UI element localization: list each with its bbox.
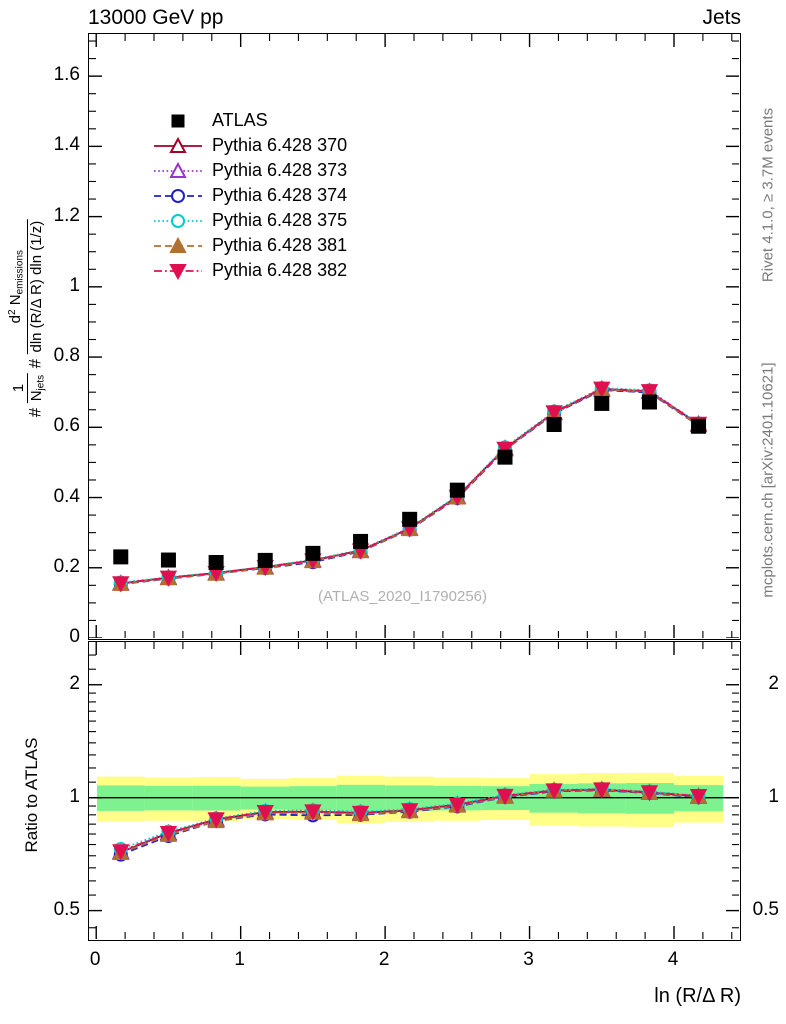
legend-symbol-p375 bbox=[152, 210, 204, 232]
header-process-label: Jets bbox=[702, 6, 741, 29]
ratio-marker-p382 bbox=[689, 789, 708, 806]
analysis-id-watermark: (ATLAS_2020_I1790256) bbox=[318, 588, 488, 605]
series-marker-p382 bbox=[496, 441, 514, 458]
atlas-data-point bbox=[402, 511, 418, 527]
legend-label-p373: Pythia 6.428 373 bbox=[212, 160, 348, 180]
series-marker-p382 bbox=[159, 570, 178, 587]
legend-entry-p374[interactable]: Pythia 6.428 374 bbox=[152, 183, 347, 208]
legend-marker-p381 bbox=[169, 236, 187, 253]
legend-symbol-p382 bbox=[152, 260, 204, 282]
series-marker-p382 bbox=[593, 381, 611, 398]
y-tick-main-0.8: 0.8 bbox=[53, 345, 80, 367]
legend-entry-p370[interactable]: Pythia 6.428 370 bbox=[152, 133, 347, 158]
ratio-marker-p382 bbox=[545, 783, 563, 800]
legend-marker-p375 bbox=[171, 213, 185, 228]
atlas-data-point bbox=[160, 552, 176, 568]
tick-marks bbox=[89, 34, 739, 638]
y-tick-main-0.2: 0.2 bbox=[53, 555, 80, 577]
ratio-marker-p382 bbox=[448, 797, 467, 814]
atlas-data-point bbox=[353, 533, 369, 549]
ratio-plot-panel bbox=[88, 641, 741, 941]
main-plot-panel bbox=[88, 33, 741, 640]
y-tick-main-1: 1 bbox=[69, 274, 80, 296]
legend-entry-p382[interactable]: Pythia 6.428 382 bbox=[152, 258, 347, 283]
main-plot-canvas bbox=[89, 34, 739, 638]
y-tick-ratio-right-2: 2 bbox=[768, 672, 779, 694]
y-tick-ratio-2: 2 bbox=[69, 672, 80, 694]
atlas-data-point bbox=[497, 449, 513, 465]
legend-label-atlas: ATLAS bbox=[212, 110, 268, 130]
legend-label-p374: Pythia 6.428 374 bbox=[212, 185, 348, 205]
series-line-p374 bbox=[120, 389, 700, 586]
tick-marks bbox=[89, 642, 739, 939]
ratio-marker-p382 bbox=[593, 782, 611, 799]
x-tick-4: 4 bbox=[667, 949, 679, 970]
series-marker-p382 bbox=[640, 384, 659, 401]
ratio-plot-canvas bbox=[89, 642, 739, 939]
legend-symbol-p370 bbox=[152, 135, 204, 157]
legend-symbol-atlas bbox=[152, 110, 204, 132]
y-tick-main-0: 0 bbox=[69, 626, 80, 647]
y-tick-ratio-0.5: 0.5 bbox=[53, 898, 80, 920]
atlas-data-point bbox=[113, 549, 129, 565]
series-line-p375 bbox=[120, 387, 700, 584]
legend-entry-p373[interactable]: Pythia 6.428 373 bbox=[152, 158, 347, 183]
series-line-p370 bbox=[120, 388, 700, 585]
legend-marker-p382 bbox=[169, 263, 187, 280]
legend-symbol-p373 bbox=[152, 160, 204, 182]
ratio-marker-p382 bbox=[159, 826, 178, 843]
x-tick-3: 3 bbox=[523, 949, 534, 970]
y-tick-main-0.4: 0.4 bbox=[53, 485, 80, 507]
ratio-marker-p382 bbox=[256, 804, 274, 822]
y-tick-main-0.6: 0.6 bbox=[53, 415, 80, 437]
atlas-data-point bbox=[594, 395, 610, 411]
y-tick-ratio-1: 1 bbox=[69, 785, 80, 807]
legend-marker-p370 bbox=[169, 136, 187, 153]
atlas-data-point bbox=[691, 418, 707, 434]
y-tick-ratio-right-0.5: 0.5 bbox=[752, 898, 779, 920]
series-line-p381 bbox=[120, 388, 700, 585]
legend-entry-p381[interactable]: Pythia 6.428 381 bbox=[152, 233, 347, 258]
ratio-marker-p382 bbox=[400, 803, 419, 820]
legend: ATLAS Pythia 6.428 370 Pythia 6.428 373 Pyt… bbox=[152, 108, 347, 283]
ratio-marker-p382 bbox=[112, 844, 130, 861]
ratio-marker-p382 bbox=[496, 788, 514, 805]
header-beam-label: 13000 GeV pp bbox=[88, 6, 224, 29]
y-tick-main-1.2: 1.2 bbox=[53, 204, 80, 226]
legend-label-p382: Pythia 6.428 382 bbox=[212, 260, 348, 280]
series-marker-p382 bbox=[545, 405, 563, 422]
x-tick-0: 0 bbox=[89, 949, 101, 970]
ratio-marker-p382 bbox=[351, 805, 370, 822]
atlas-data-point bbox=[208, 555, 224, 570]
series-line-p373 bbox=[120, 388, 700, 585]
legend-label-p381: Pythia 6.428 381 bbox=[212, 235, 348, 255]
atlas-data-point bbox=[257, 552, 273, 568]
ratio-marker-p382 bbox=[304, 804, 322, 821]
legend-marker-p373 bbox=[169, 161, 187, 178]
x-axis-label: ln (R/Δ R) bbox=[654, 985, 741, 1007]
y-tick-ratio-right-1: 1 bbox=[768, 785, 779, 807]
legend-marker-atlas bbox=[171, 114, 185, 127]
atlas-data-point bbox=[546, 416, 562, 432]
legend-marker-p374 bbox=[171, 188, 185, 203]
atlas-data-point bbox=[305, 545, 321, 561]
atlas-data-point bbox=[641, 394, 657, 410]
x-tick-1: 1 bbox=[234, 949, 245, 970]
atlas-data-point bbox=[449, 482, 465, 498]
legend-entry-atlas[interactable]: ATLAS bbox=[152, 108, 347, 133]
x-tick-2: 2 bbox=[378, 949, 390, 970]
y-tick-main-1.6: 1.6 bbox=[53, 64, 80, 86]
series-line-p382 bbox=[120, 387, 700, 585]
series-marker-p382 bbox=[112, 576, 130, 593]
ratio-marker-p382 bbox=[640, 785, 659, 802]
legend-label-p375: Pythia 6.428 375 bbox=[212, 210, 348, 230]
y-tick-main-1.4: 1.4 bbox=[53, 134, 80, 156]
ratio-marker-p382 bbox=[207, 812, 225, 829]
legend-symbol-p381 bbox=[152, 235, 204, 257]
legend-symbol-p374 bbox=[152, 185, 204, 207]
legend-label-p370: Pythia 6.428 370 bbox=[212, 135, 348, 155]
legend-entry-p375[interactable]: Pythia 6.428 375 bbox=[152, 208, 347, 233]
